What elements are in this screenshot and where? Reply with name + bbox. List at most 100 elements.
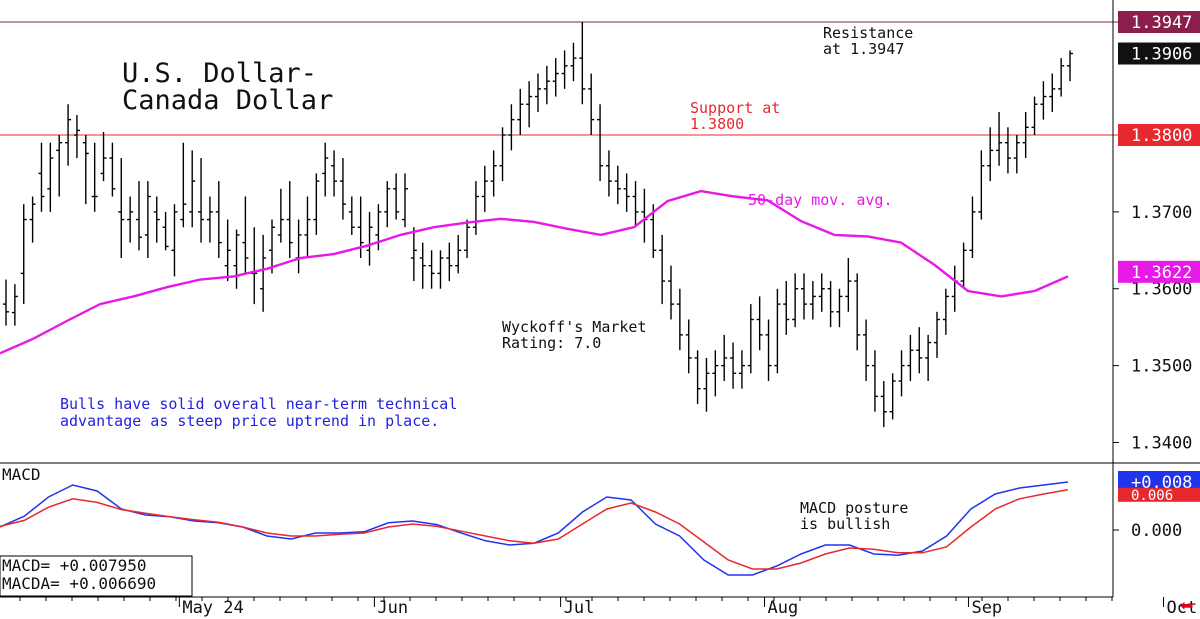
price-bar <box>260 234 267 312</box>
price-bar <box>20 204 27 305</box>
price-bar <box>206 196 213 243</box>
price-bar <box>605 150 612 197</box>
price-bar <box>614 165 621 205</box>
price-tag: 1.3947 <box>1118 11 1200 33</box>
price-bar <box>127 196 134 243</box>
price-bar <box>535 73 541 112</box>
price-tag: 1.3622 <box>1118 260 1200 283</box>
price-tag-box <box>1118 11 1200 33</box>
price-tag-label: 1.3800 <box>1131 126 1192 146</box>
price-bar <box>517 88 524 135</box>
price-tag: 1.3800 <box>1118 124 1200 146</box>
price-bar <box>880 380 887 428</box>
price-bar <box>1040 81 1047 120</box>
price-bar <box>1058 58 1065 97</box>
price-bar <box>632 181 639 228</box>
price-bar <box>712 350 719 397</box>
price-bar <box>304 196 311 258</box>
price-bar <box>659 234 666 305</box>
price-bar <box>348 196 355 235</box>
macd-series-macda <box>0 489 1069 570</box>
price-bar <box>73 115 80 159</box>
macd-tag-box <box>1118 487 1200 502</box>
x-tick-label: Aug <box>768 598 799 618</box>
price-bar <box>827 281 834 328</box>
price-bar <box>313 173 320 235</box>
price-bar <box>1013 135 1020 174</box>
price-bar <box>818 273 825 312</box>
price-bar <box>588 73 595 135</box>
price-bar <box>703 357 710 412</box>
macd-panel-title: MACD <box>2 465 41 484</box>
price-annotation-4: Bulls have solid overall near-term techn… <box>60 395 457 430</box>
price-bar <box>942 288 949 335</box>
price-bar <box>277 188 284 243</box>
price-bar <box>561 50 568 89</box>
price-bar <box>455 234 462 274</box>
price-bar <box>29 196 36 243</box>
price-bar <box>402 173 408 228</box>
price-tag-label: 1.3947 <box>1131 13 1192 33</box>
price-bar <box>809 281 816 320</box>
price-bar <box>907 334 914 381</box>
price-bar <box>100 131 107 182</box>
price-bar <box>437 250 444 289</box>
price-bar <box>464 219 471 258</box>
price-bar <box>721 334 728 381</box>
price-bar <box>38 142 45 212</box>
price-bar <box>269 219 275 274</box>
back-arrow-icon[interactable]: ⬅ <box>1180 596 1194 615</box>
price-bar <box>366 211 373 266</box>
price-bar <box>863 319 870 381</box>
price-tick-label: 1.3500 <box>1131 357 1192 377</box>
macd-panel <box>0 481 1069 576</box>
price-bar <box>180 142 187 228</box>
price-bar <box>1004 127 1011 174</box>
price-bar <box>765 319 772 381</box>
price-bar <box>756 296 763 351</box>
price-bar <box>215 181 222 258</box>
price-bar <box>162 211 169 251</box>
macd-tick-label: 0.000 <box>1131 521 1182 541</box>
annotations: U.S. Dollar-Canada Dollar Resistance at 1.… <box>0 24 913 597</box>
price-bar <box>960 242 967 289</box>
price-tag-box <box>1118 260 1200 283</box>
price-tag-label: 1.3906 <box>1131 45 1192 65</box>
price-bar <box>925 334 932 381</box>
price-bar <box>774 288 781 374</box>
price-bar <box>623 173 630 212</box>
macd-legend-box <box>0 555 193 597</box>
price-bar <box>1022 111 1029 159</box>
price-bar <box>490 150 497 197</box>
price-bar <box>543 65 550 105</box>
price-bar <box>801 273 807 320</box>
price-bar <box>668 265 674 320</box>
price-annotation-2: 50-day mov. avg. <box>748 191 893 209</box>
price-bar <box>242 196 249 274</box>
price-bar <box>118 158 125 258</box>
price-bar <box>508 104 515 151</box>
macd-annotation: MACD posture is bullish <box>800 499 908 533</box>
price-bar <box>738 350 745 389</box>
price-bar <box>889 373 896 420</box>
price-bar <box>224 219 231 282</box>
macd-tag-box <box>1118 471 1200 493</box>
price-tick-label: 1.3600 <box>1131 280 1192 300</box>
macd-legend-entry: MACDA= +0.006690 <box>2 574 156 593</box>
price-bar <box>428 250 435 289</box>
price-bar <box>171 204 178 277</box>
price-tag: 1.3906 <box>1118 42 1200 65</box>
price-tick-label: 1.3400 <box>1131 433 1192 453</box>
price-bar <box>65 104 72 166</box>
chart-title: U.S. Dollar-Canada Dollar <box>122 58 333 116</box>
price-bar <box>747 304 754 374</box>
price-annotation-3: Wyckoff's Market Rating: 7.0 <box>502 318 647 352</box>
price-bar <box>996 111 1003 166</box>
price-bar <box>446 242 453 282</box>
price-bar <box>286 181 293 258</box>
price-bar <box>978 150 985 220</box>
price-bar <box>410 227 417 282</box>
